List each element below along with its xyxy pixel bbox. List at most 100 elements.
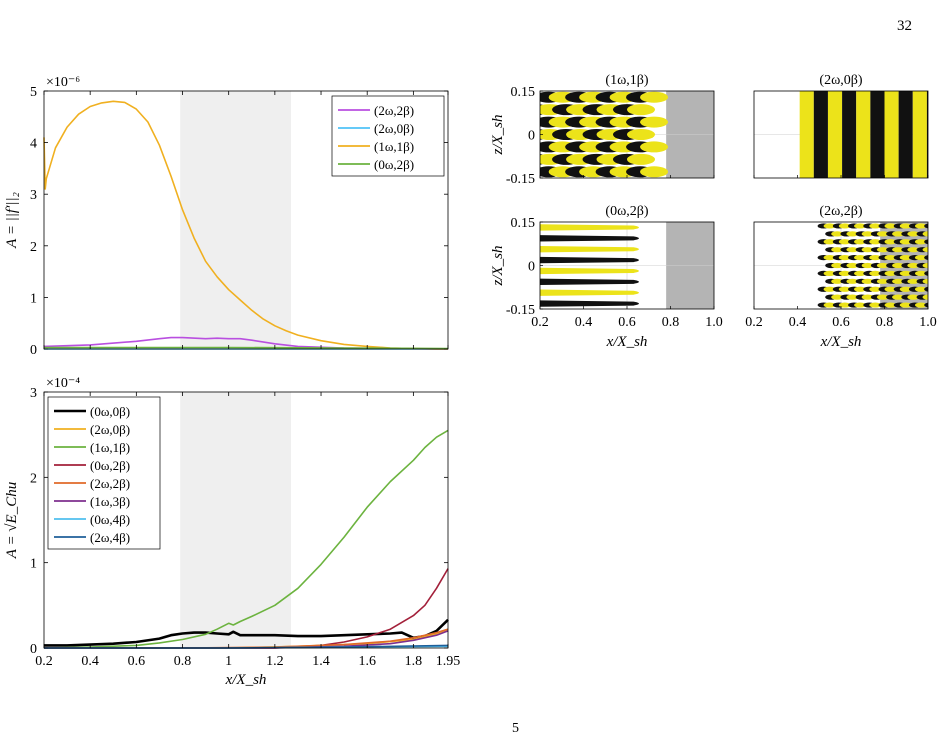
structure-blob xyxy=(627,153,655,165)
y-tick-label: 2 xyxy=(30,471,37,486)
panel-content xyxy=(754,222,944,309)
structure-blob xyxy=(938,263,944,268)
structure-blob xyxy=(838,302,851,308)
structure-blob xyxy=(831,278,844,284)
structure-blob xyxy=(938,279,944,284)
structure-blob xyxy=(876,231,889,237)
stripe xyxy=(898,91,913,178)
legend-label: (2ω,0β) xyxy=(90,422,130,437)
structure-blob xyxy=(922,231,928,237)
structure-blob xyxy=(938,295,944,300)
structure-blob xyxy=(899,302,912,308)
structure-blob xyxy=(899,223,912,229)
line-chart-1: (0ω,0β) (2ω,0β) (1ω,1β) (0ω,2β) (2ω,2β) (1ω,3… xyxy=(43,391,449,649)
contour-panel-0 xyxy=(539,90,715,179)
structure-blob xyxy=(846,262,859,269)
structure-blob xyxy=(838,254,851,261)
structure-blob xyxy=(914,239,927,245)
structure-blob xyxy=(869,223,882,229)
x-axis-label: x/X_sh xyxy=(820,334,862,350)
y-tick-label: 4 xyxy=(30,137,37,152)
legend-label: (0ω,2β) xyxy=(90,458,130,473)
structure-blob xyxy=(914,286,927,292)
structure-blob xyxy=(640,141,669,153)
x-tick-label: 0.2 xyxy=(745,315,763,330)
x-tick-label: 1.0 xyxy=(705,315,723,330)
structure-blob xyxy=(899,286,912,292)
x-tick-label: 1.2 xyxy=(266,654,284,669)
legend-label: (1ω,1β) xyxy=(90,440,130,455)
structure-blob xyxy=(627,129,655,140)
x-tick-label: 1.0 xyxy=(919,315,937,330)
stripe xyxy=(813,91,828,178)
panel-content xyxy=(754,91,928,178)
panel-content xyxy=(540,91,714,178)
y-axis-label: z/X_sh xyxy=(490,245,506,286)
y-tick-label: 0 xyxy=(30,642,37,657)
structure-blob xyxy=(838,239,851,245)
structure-blob xyxy=(854,302,867,308)
x-tick-label: 0.8 xyxy=(174,654,192,669)
y-tick-label: 2 xyxy=(30,240,37,255)
x-tick-label: 0.8 xyxy=(662,315,680,330)
legend: (2ω,2β) (2ω,0β) (1ω,1β) (0ω,2β) xyxy=(331,95,445,177)
structure-blob xyxy=(869,286,882,292)
structure-blob xyxy=(876,262,889,269)
structure-blob xyxy=(892,294,905,300)
structure-blob xyxy=(823,286,836,292)
legend-label: (2ω,2β) xyxy=(90,476,130,491)
shaded-region xyxy=(180,91,292,349)
structure-blob xyxy=(930,271,942,276)
structure-blob xyxy=(831,262,844,269)
structure-blob xyxy=(854,254,867,261)
structure-blob xyxy=(876,278,889,284)
page-number: 32 xyxy=(897,18,912,34)
structure-blob xyxy=(930,302,942,307)
structure-blob xyxy=(876,294,889,300)
legend-label: (2ω,0β) xyxy=(374,121,414,136)
structure-blob xyxy=(892,231,905,237)
x-tick-label: 0.4 xyxy=(575,315,593,330)
x-tick-label: 1.6 xyxy=(358,654,376,669)
legend-label: (2ω,4β) xyxy=(90,530,130,545)
structure-blob xyxy=(924,286,928,292)
structure-blob xyxy=(861,231,874,237)
streak xyxy=(540,300,639,307)
y-tick-label: 5 xyxy=(30,85,37,100)
contour-panel-2 xyxy=(539,221,715,310)
structure-blob xyxy=(922,247,928,253)
streak xyxy=(540,278,639,285)
structure-blob xyxy=(922,294,928,300)
structure-blob xyxy=(922,278,928,284)
x-tick-label: 0.2 xyxy=(531,315,549,330)
structure-blob xyxy=(831,247,844,253)
structure-blob xyxy=(861,247,874,253)
structure-blob xyxy=(831,231,844,237)
structure-blob xyxy=(876,247,889,253)
structure-blob xyxy=(932,247,944,252)
y-tick-label: 0 xyxy=(30,343,37,358)
series-line-2 xyxy=(43,429,449,649)
structure-blob xyxy=(861,262,874,269)
y-tick-label: 0 xyxy=(528,260,535,275)
structure-blob xyxy=(899,239,912,245)
y-tick-label: 1 xyxy=(30,557,37,572)
panel-title: (2ω,0β) xyxy=(819,73,863,88)
structure-blob xyxy=(861,278,874,284)
structure-blob xyxy=(924,270,928,276)
structure-blob xyxy=(914,254,927,261)
stripe xyxy=(856,91,871,178)
structure-blob xyxy=(914,302,927,308)
structure-blob xyxy=(884,254,897,261)
x-tick-label: 0.8 xyxy=(876,315,894,330)
structure-blob xyxy=(640,116,669,128)
structure-blob xyxy=(846,278,859,284)
y-tick-label: 3 xyxy=(30,386,37,401)
structure-blob xyxy=(838,270,851,277)
legend-label: (0ω,4β) xyxy=(90,512,130,527)
structure-blob xyxy=(823,239,836,245)
stripe xyxy=(870,91,885,178)
structure-blob xyxy=(823,254,836,261)
y-tick-label: 0.15 xyxy=(511,216,536,231)
structure-blob xyxy=(838,223,851,229)
